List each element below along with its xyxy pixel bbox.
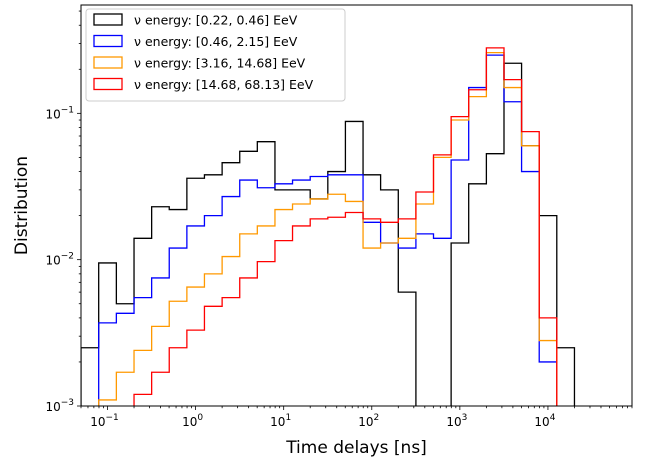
x-tick-exponent: 3 xyxy=(462,413,468,423)
legend: ν energy: [0.22, 0.46] EeV ν energy: [0.4… xyxy=(85,8,346,102)
legend-label-1: ν energy: [0.46, 2.15] EeV xyxy=(134,34,298,49)
series-layer xyxy=(81,47,576,406)
x-tick-base: 10 xyxy=(270,415,285,429)
y-tick-base: 10 xyxy=(45,107,60,121)
x-tick-exponent: 0 xyxy=(197,413,203,423)
x-tick-exponent: 2 xyxy=(374,413,380,423)
x-tick-base: 10 xyxy=(182,415,197,429)
x-tick-base: 10 xyxy=(534,415,549,429)
x-tick-label: 10−1 xyxy=(90,413,119,429)
y-tick-base: 10 xyxy=(45,254,60,268)
y-tick-exponent: −2 xyxy=(61,252,74,262)
x-axis-label: Time delays [ns] xyxy=(285,438,427,458)
legend-swatch-0 xyxy=(93,13,123,26)
x-tick-label: 102 xyxy=(358,413,379,429)
legend-swatch-2 xyxy=(93,56,123,69)
x-tick-exponent: 1 xyxy=(285,413,291,423)
plot-frame xyxy=(80,4,633,407)
x-tick-label: 103 xyxy=(446,413,467,429)
y-tick-base: 10 xyxy=(45,400,60,414)
series-line-3 xyxy=(133,47,558,406)
y-axis-label: Distribution xyxy=(12,156,32,255)
y-tick-label: 10−2 xyxy=(45,252,74,268)
x-tick-base: 10 xyxy=(90,415,105,429)
series-line-0 xyxy=(81,62,576,406)
y-tick-exponent: −1 xyxy=(61,105,74,115)
y-tick-label: 10−3 xyxy=(45,398,74,414)
x-tick-exponent: −1 xyxy=(106,413,119,423)
x-tick-base: 10 xyxy=(358,415,373,429)
x-tick-exponent: 4 xyxy=(550,413,556,423)
x-tick-base: 10 xyxy=(446,415,461,429)
x-tick-label: 100 xyxy=(182,413,203,429)
x-tick-label: 101 xyxy=(270,413,291,429)
legend-swatch-3 xyxy=(93,77,123,91)
legend-label-3: ν energy: [14.68, 68.13] EeV xyxy=(134,77,314,92)
legend-label-2: ν energy: [3.16, 14.68] EeV xyxy=(134,56,306,71)
legend-swatch-1 xyxy=(93,34,123,48)
x-tick-label: 104 xyxy=(534,413,555,429)
y-tick-label: 10−1 xyxy=(45,105,74,121)
legend-box xyxy=(85,8,346,102)
y-tick-exponent: −3 xyxy=(61,398,74,408)
legend-label-0: ν energy: [0.22, 0.46] EeV xyxy=(134,13,298,28)
